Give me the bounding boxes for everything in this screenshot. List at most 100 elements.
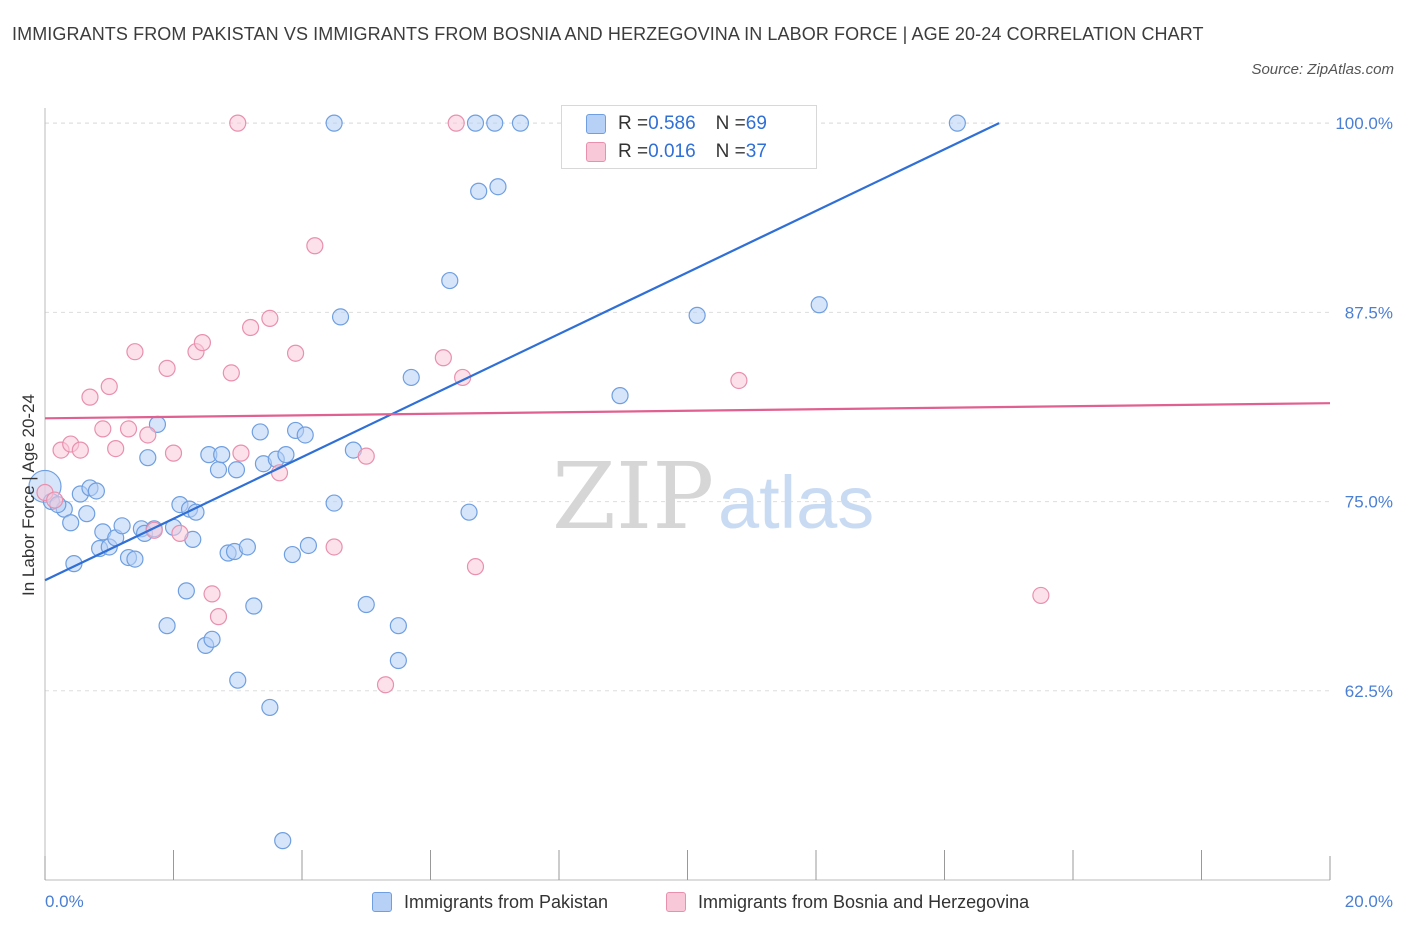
pakistan-point-61 bbox=[810, 296, 828, 314]
x-tick-label-min: 0.0% bbox=[45, 892, 84, 911]
pakistan-point-42 bbox=[274, 832, 292, 850]
pakistan-point-48 bbox=[325, 494, 343, 512]
pakistan-point-64 bbox=[486, 114, 504, 132]
pakistan-point-65 bbox=[511, 114, 530, 132]
bosnia-point-35 bbox=[229, 114, 247, 132]
pakistan-point-56 bbox=[460, 503, 478, 521]
trend-line-bosnia bbox=[44, 402, 1331, 420]
bottom-legend-label-pakistan: Immigrants from Pakistan bbox=[404, 891, 609, 912]
bosnia-point-27 bbox=[325, 538, 343, 556]
y-tick-label-0: 62.5% bbox=[1345, 682, 1393, 701]
pakistan-point-26 bbox=[187, 503, 205, 521]
bosnia-point-34 bbox=[1032, 586, 1050, 605]
y-tick-label-2: 87.5% bbox=[1345, 303, 1393, 322]
pakistan-point-54 bbox=[402, 368, 420, 387]
bottom-legend-bosnia: Immigrants from Bosnia and Herzegovina bbox=[666, 890, 1029, 914]
bosnia-point-4 bbox=[71, 441, 89, 459]
bosnia-point-13 bbox=[158, 359, 176, 377]
pakistan-point-24 bbox=[177, 582, 195, 600]
bottom-legend-swatch-pakistan bbox=[372, 892, 392, 912]
bosnia-point-6 bbox=[94, 420, 112, 438]
series-bosnia-points bbox=[36, 114, 1050, 694]
pakistan-point-3 bbox=[62, 514, 80, 532]
pakistan-point-52 bbox=[389, 617, 407, 635]
pakistan-point-58 bbox=[489, 178, 507, 196]
pakistan-point-37 bbox=[245, 597, 263, 615]
bosnia-point-25 bbox=[286, 344, 305, 362]
chart-title: IMMIGRANTS FROM PAKISTAN VS IMMIGRANTS F… bbox=[12, 24, 1204, 44]
bosnia-point-17 bbox=[193, 334, 212, 352]
bosnia-point-18 bbox=[203, 585, 221, 603]
pakistan-point-36 bbox=[238, 538, 256, 556]
pakistan-point-29 bbox=[203, 630, 221, 648]
pakistan-point-6 bbox=[78, 505, 96, 523]
tick-labels: 62.5% 75.0% 87.5% 100.0% 0.0% 20.0% bbox=[45, 114, 1393, 911]
legend-n-value: 37 bbox=[745, 141, 767, 162]
pakistan-point-63 bbox=[466, 114, 485, 132]
pakistan-point-31 bbox=[213, 446, 231, 464]
legend-r-value: 0.586 bbox=[648, 113, 696, 134]
series-pakistan-points bbox=[28, 114, 966, 850]
legend-swatch-bosnia bbox=[586, 142, 606, 162]
bosnia-point-22 bbox=[242, 318, 260, 337]
bosnia-point-26 bbox=[306, 237, 324, 255]
watermark-atlas: atlas bbox=[718, 461, 874, 544]
bosnia-point-19 bbox=[209, 608, 228, 626]
bosnia-point-1 bbox=[46, 491, 64, 509]
pakistan-point-59 bbox=[611, 387, 629, 405]
pakistan-point-40 bbox=[261, 698, 279, 717]
legend-n-value: 69 bbox=[745, 113, 767, 134]
pakistan-point-53 bbox=[389, 651, 407, 670]
bottom-legend-label-bosnia: Immigrants from Bosnia and Herzegovina bbox=[698, 891, 1030, 912]
bosnia-point-32 bbox=[466, 558, 485, 576]
bosnia-point-20 bbox=[222, 364, 240, 382]
pakistan-point-46 bbox=[296, 426, 314, 444]
pakistan-point-34 bbox=[227, 461, 246, 479]
bottom-legend-swatch-bosnia bbox=[666, 892, 686, 912]
grid-lines bbox=[45, 122, 1330, 692]
bosnia-point-10 bbox=[126, 343, 144, 361]
pakistan-point-43 bbox=[277, 446, 295, 464]
pakistan-point-13 bbox=[113, 517, 131, 535]
pakistan-point-62 bbox=[325, 114, 343, 132]
legend-r-label: R = bbox=[618, 113, 649, 134]
bosnia-point-15 bbox=[171, 524, 189, 542]
bosnia-point-23 bbox=[261, 309, 279, 328]
bosnia-point-5 bbox=[81, 388, 99, 406]
legend-n-label: N = bbox=[715, 141, 746, 162]
trend-line-pakistan bbox=[44, 122, 1000, 582]
watermark: ZIP atlas bbox=[552, 443, 874, 550]
y-tick-label-3: 100.0% bbox=[1335, 114, 1393, 133]
bosnia-point-11 bbox=[139, 426, 157, 444]
bosnia-point-8 bbox=[107, 439, 125, 458]
pakistan-point-47 bbox=[299, 536, 318, 555]
legend-row-pakistan: R = 0.586 N = 69 bbox=[586, 112, 767, 136]
pakistan-point-57 bbox=[470, 182, 488, 200]
x-tick-label-max: 20.0% bbox=[1345, 892, 1393, 911]
legend: R = 0.586 N = 69 R = 0.016 N = 37 bbox=[561, 105, 817, 169]
pakistan-point-15 bbox=[126, 550, 144, 568]
legend-swatch-pakistan bbox=[586, 114, 606, 134]
bosnia-point-14 bbox=[164, 444, 183, 462]
pakistan-point-51 bbox=[357, 595, 375, 614]
pakistan-point-38 bbox=[251, 423, 269, 441]
source-label: Source: ZipAtlas.com bbox=[1251, 61, 1394, 78]
pakistan-point-35 bbox=[229, 671, 247, 689]
bottom-legend-pakistan: Immigrants from Pakistan bbox=[372, 890, 608, 914]
pakistan-point-66 bbox=[948, 114, 966, 132]
pakistan-point-60 bbox=[688, 306, 706, 324]
pakistan-point-18 bbox=[139, 449, 157, 467]
pakistan-point-30 bbox=[209, 461, 228, 479]
pakistan-point-49 bbox=[331, 308, 350, 326]
bosnia-point-7 bbox=[100, 377, 118, 396]
legend-row-bosnia: R = 0.016 N = 37 bbox=[586, 140, 767, 164]
bosnia-point-30 bbox=[434, 349, 452, 367]
bosnia-point-29 bbox=[376, 676, 395, 694]
y-tick-label-1: 75.0% bbox=[1345, 493, 1393, 512]
bosnia-point-36 bbox=[447, 114, 465, 132]
legend-r-value: 0.016 bbox=[648, 141, 696, 162]
pakistan-point-8 bbox=[87, 482, 106, 500]
pakistan-point-44 bbox=[283, 545, 301, 564]
y-axis-title: In Labor Force | Age 20-24 bbox=[19, 394, 38, 596]
